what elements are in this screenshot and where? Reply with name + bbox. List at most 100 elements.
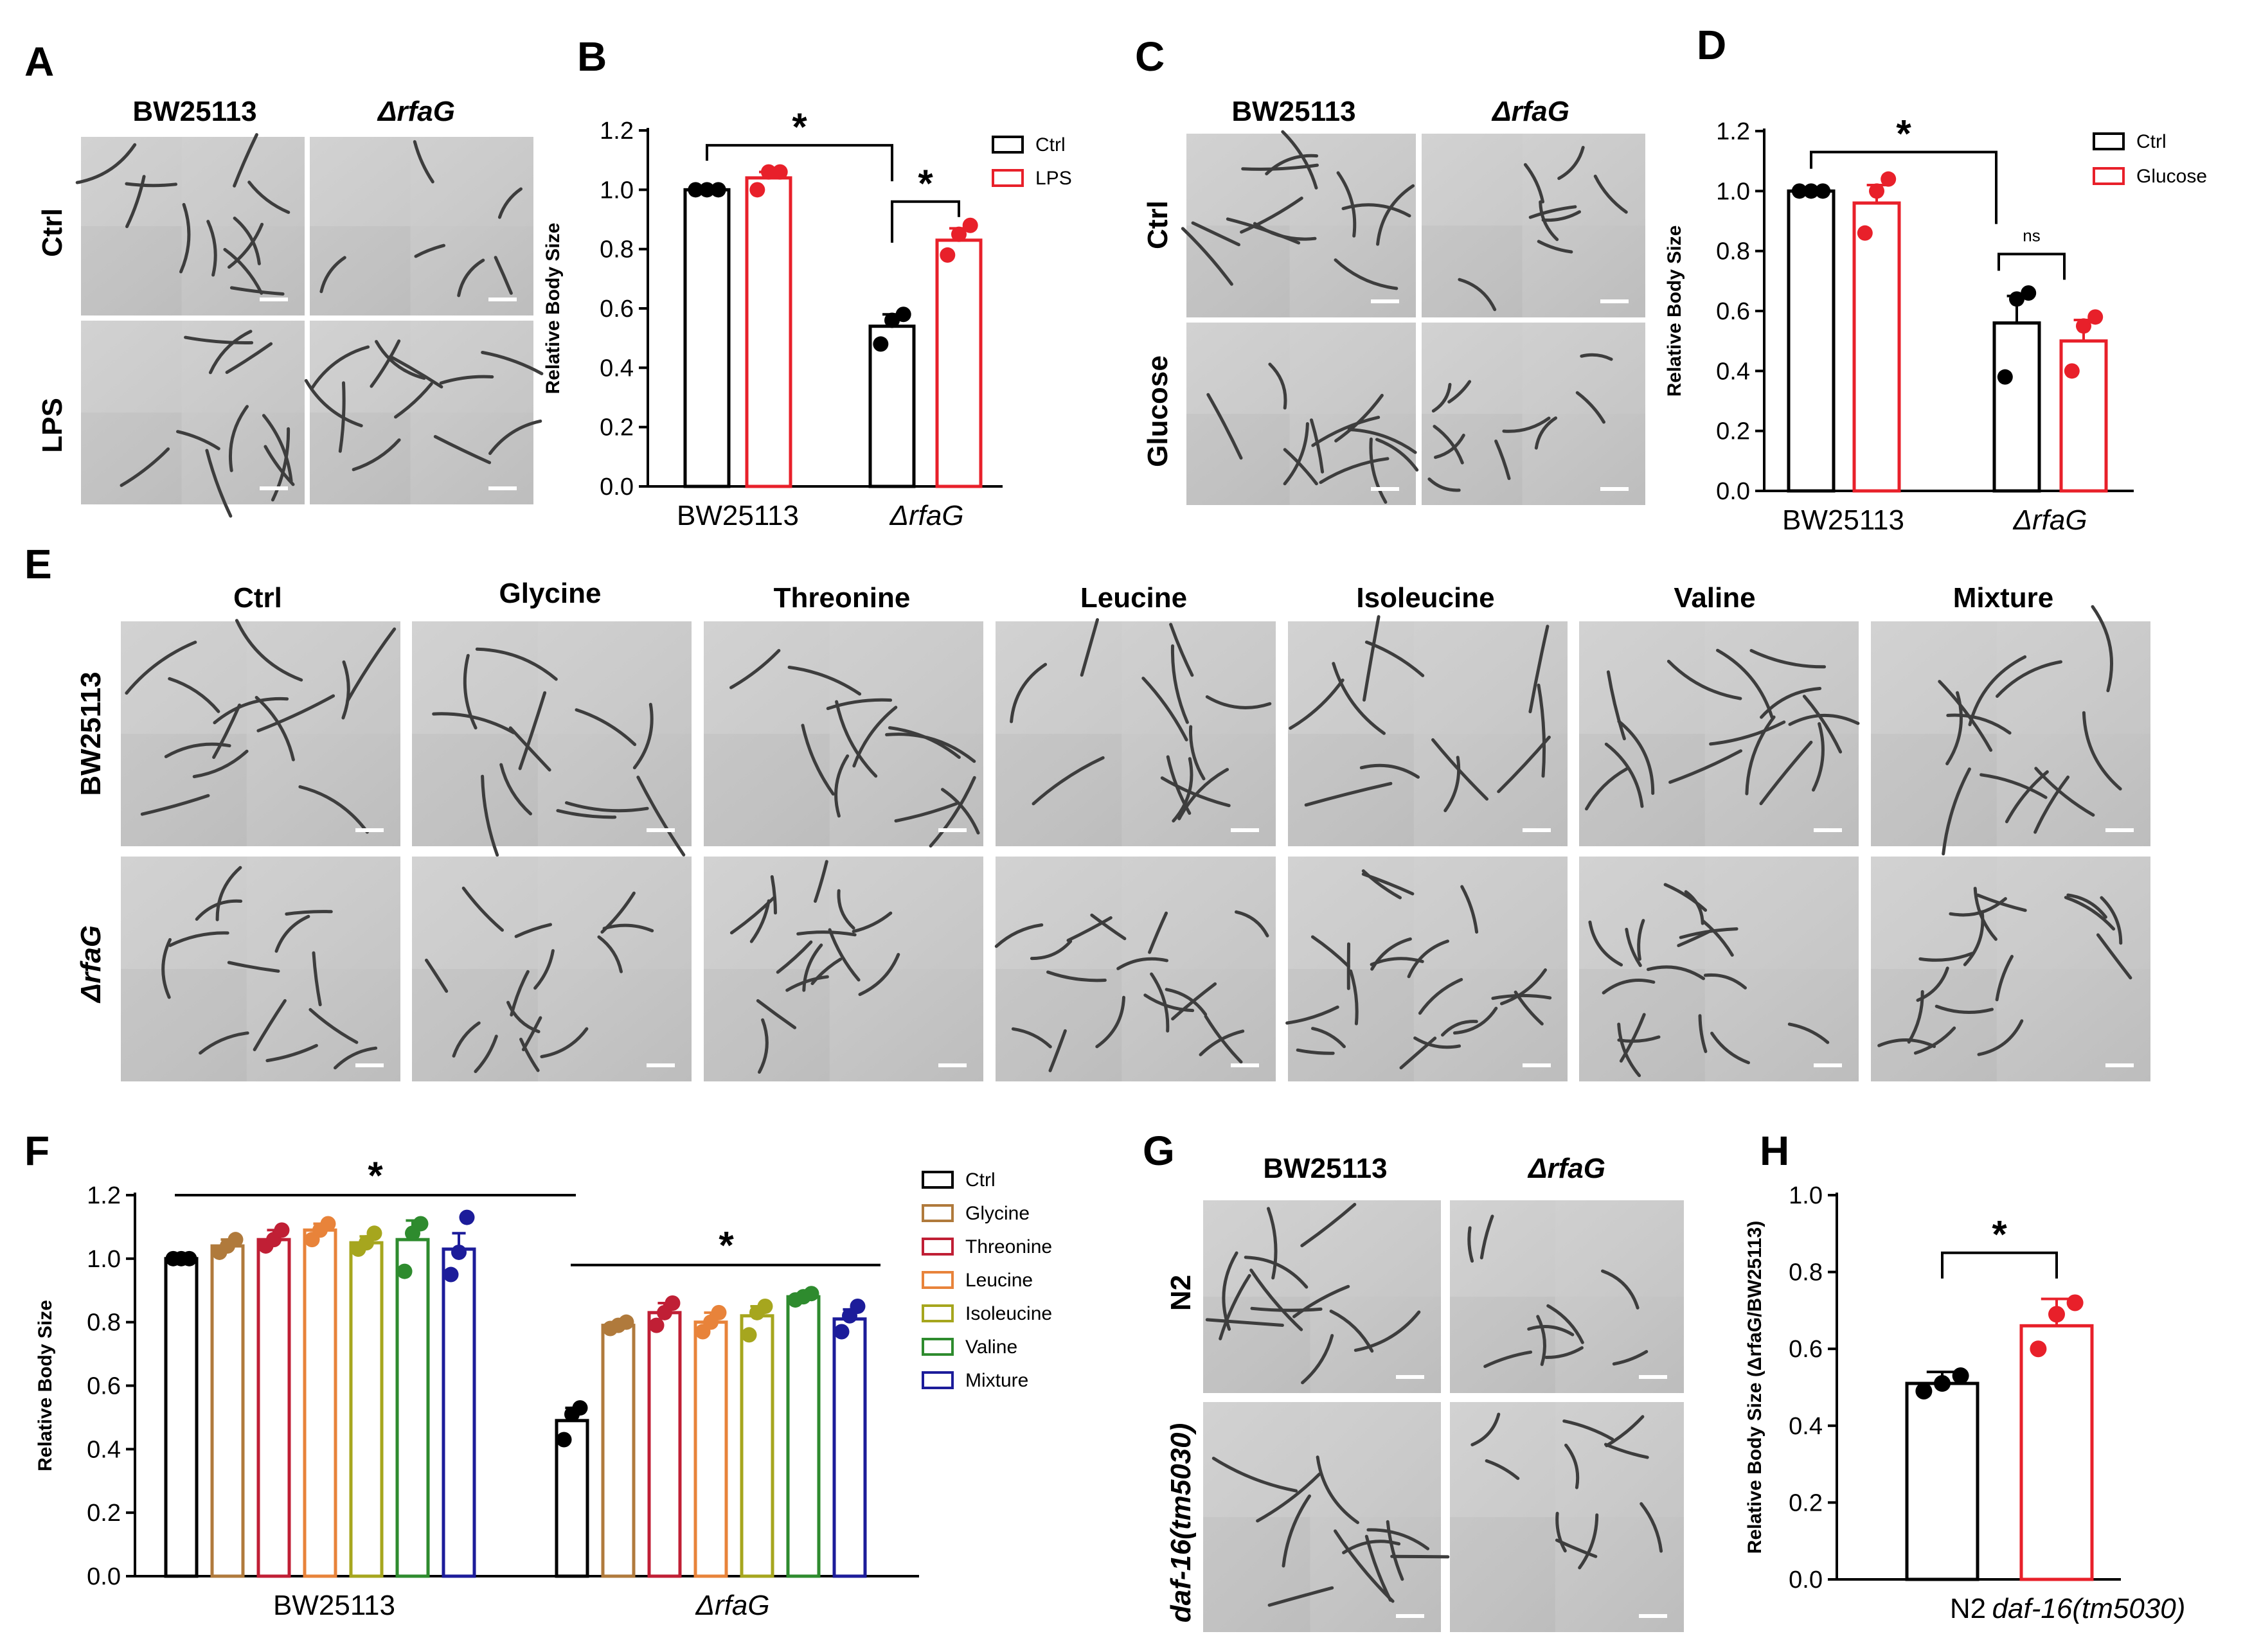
worm (2034, 767, 2095, 817)
worm (1189, 725, 1206, 781)
worm (439, 375, 494, 385)
worm (1485, 1459, 1520, 1480)
worm (1191, 221, 1240, 247)
y-tick-label: 1.0 (87, 1246, 121, 1273)
micrograph-background (1871, 857, 2150, 1081)
legend-label: Ctrl (2136, 131, 2167, 152)
data-point (618, 1314, 634, 1330)
worm (1588, 920, 1623, 967)
worm (1625, 927, 1642, 967)
worm (1539, 200, 1559, 242)
worm (1241, 163, 1319, 171)
panel-g-images: BW25113 ΔrfaG N2 daf-16(tm5030) (1165, 1153, 1684, 1632)
worm (1452, 1006, 1498, 1035)
worm (206, 220, 217, 277)
bar (1852, 201, 1901, 493)
bar (693, 1320, 728, 1578)
worm (346, 627, 397, 703)
panel-e-images: Ctrl Glycine Threonine Leucine Isoleucin… (75, 578, 2150, 1081)
micrograph-image (1288, 615, 1568, 846)
bar (740, 1314, 774, 1578)
worm (1369, 437, 1388, 504)
worm (168, 677, 220, 713)
data-point (772, 164, 788, 180)
worm (1443, 756, 1461, 812)
worm (1285, 1005, 1339, 1025)
image-tile (410, 137, 533, 226)
worm (1407, 939, 1449, 979)
legend-swatch (2093, 167, 2125, 185)
data-point (366, 1225, 382, 1241)
worm (1709, 720, 1786, 746)
data-point (711, 1304, 727, 1320)
worm (1759, 740, 1813, 806)
worm (1668, 749, 1742, 784)
panel-e-row-label: ΔrfaG (75, 925, 107, 1004)
worm (452, 1021, 481, 1058)
worm (2096, 933, 2132, 980)
worm (749, 899, 771, 943)
scale-bar (1523, 1063, 1551, 1067)
data-point (320, 1216, 336, 1232)
legend-swatch (992, 136, 1024, 154)
worm (1171, 982, 1217, 1021)
worm (2066, 893, 2107, 919)
y-tick-label: 0.8 (600, 236, 634, 263)
worm (837, 889, 855, 930)
worm (826, 698, 893, 711)
worm (199, 1031, 249, 1055)
category-label: ΔrfaG (889, 500, 963, 531)
data-point (834, 1324, 850, 1340)
worm (494, 256, 513, 295)
panel-e-col-label: Glycine (499, 578, 602, 609)
worm (1802, 695, 1843, 754)
panel-letter-a: A (24, 39, 54, 85)
legend-label: Mixture (965, 1370, 1028, 1391)
worm (941, 788, 980, 835)
worm (1211, 1457, 1298, 1493)
worm (1347, 428, 1417, 454)
micrograph-image (412, 857, 692, 1081)
worm (1541, 210, 1581, 222)
significance-label: * (368, 1154, 383, 1197)
worm (597, 935, 623, 973)
image-tile (1288, 969, 1414, 1081)
worm (375, 340, 426, 380)
worm (1564, 1443, 1580, 1489)
scale-bar (355, 1063, 384, 1067)
significance-label: * (1992, 1213, 2007, 1256)
worm (1640, 1502, 1663, 1553)
worm (1206, 393, 1243, 460)
worm (215, 866, 242, 921)
bar (2059, 339, 2108, 493)
worm (1749, 649, 1827, 669)
worm (195, 899, 243, 921)
worm (1458, 278, 1497, 312)
image-tile (1871, 734, 1997, 846)
image-tile (121, 734, 247, 846)
worm (1240, 196, 1303, 234)
data-point (397, 1263, 413, 1279)
micrograph-image (412, 621, 692, 857)
worm (1141, 677, 1188, 742)
worm (1604, 742, 1644, 808)
worm (1534, 416, 1557, 450)
image-tile (1450, 1517, 1555, 1632)
worm (228, 405, 249, 472)
worm (1349, 969, 1359, 1026)
worm (1606, 670, 1626, 741)
data-point (1997, 369, 2013, 385)
worm (776, 940, 813, 974)
worm (1637, 919, 1645, 961)
worm (1066, 916, 1113, 942)
panel-c-col-label: BW25113 (1231, 96, 1355, 127)
worm (1907, 990, 1924, 1044)
worm (602, 923, 654, 932)
data-point (1791, 183, 1807, 199)
worm (1500, 968, 1547, 1006)
bar (647, 1311, 682, 1578)
worm (1433, 425, 1464, 465)
bar (1905, 1381, 1979, 1581)
data-point (1803, 183, 1819, 199)
micrograph-image (1450, 1402, 1684, 1632)
